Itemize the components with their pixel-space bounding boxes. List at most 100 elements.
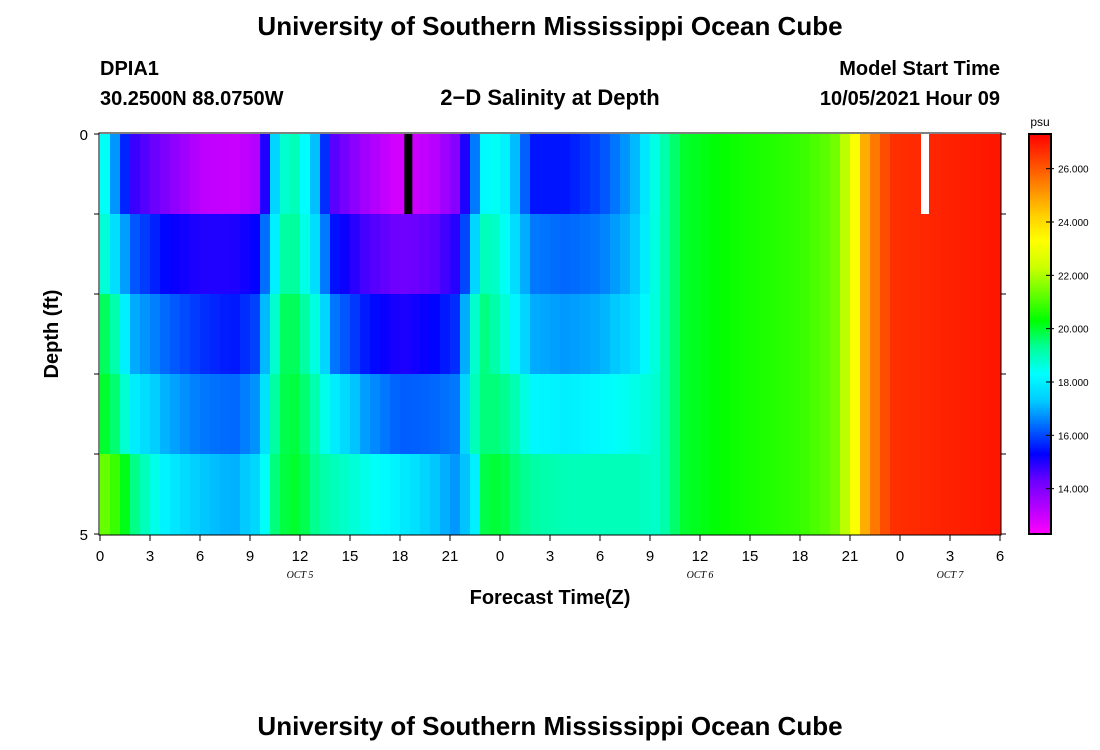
heatmap-cell [600, 134, 611, 215]
heatmap-cell [990, 454, 1001, 535]
heatmap-cell [720, 134, 731, 215]
colorbar-swatch [1029, 432, 1051, 435]
heatmap-cell [480, 134, 491, 215]
heatmap-cell [180, 214, 191, 295]
heatmap-cell [680, 214, 691, 295]
heatmap-cell [910, 454, 921, 535]
heatmap-cell [940, 294, 951, 375]
heatmap-cell [900, 134, 911, 215]
heatmap-cell [630, 214, 641, 295]
colorbar-swatch [1029, 434, 1051, 437]
heatmap-cell [560, 374, 571, 455]
colorbar-swatch [1029, 410, 1051, 413]
heatmap-cell [190, 454, 201, 535]
heatmap-cell [530, 134, 541, 215]
x-tick-label: 9 [246, 548, 254, 565]
heatmap-cell [510, 374, 521, 455]
heatmap-cell [320, 134, 331, 215]
heatmap-cell [480, 214, 491, 295]
colorbar-swatch [1029, 466, 1051, 469]
heatmap-cell [150, 294, 161, 375]
heatmap-cell [570, 374, 581, 455]
colorbar-swatch [1029, 194, 1051, 197]
heatmap-cell [290, 294, 301, 375]
colorbar-swatch [1029, 238, 1051, 241]
colorbar-swatch [1029, 154, 1051, 157]
colorbar-swatch [1029, 464, 1051, 467]
heatmap-cell [150, 214, 161, 295]
marker-bar [404, 134, 413, 214]
model-start-label: Model Start Time [839, 58, 1000, 80]
heatmap-cell [740, 374, 751, 455]
heatmap-cell [950, 134, 961, 215]
heatmap-cell [340, 374, 351, 455]
heatmap-cell [220, 374, 231, 455]
date-label: OCT 6 [687, 570, 714, 581]
heatmap-cell [280, 294, 291, 375]
colorbar-swatch [1029, 504, 1051, 507]
colorbar-swatch [1029, 360, 1051, 363]
heatmap-cell [720, 454, 731, 535]
heatmap-cell [380, 134, 391, 215]
colorbar-swatch [1029, 404, 1051, 407]
colorbar-swatch [1029, 148, 1051, 151]
heatmap-cell [900, 454, 911, 535]
heatmap-cell [370, 374, 381, 455]
colorbar-swatch [1029, 324, 1051, 327]
heatmap-cell [690, 454, 701, 535]
colorbar-swatch [1029, 500, 1051, 503]
colorbar-swatch [1029, 512, 1051, 515]
heatmap-cell [280, 134, 291, 215]
colorbar-tick-label: 14.000 [1058, 485, 1089, 496]
colorbar-swatch [1029, 454, 1051, 457]
y-tick-label: 0 [80, 127, 88, 144]
colorbar-swatch [1029, 492, 1051, 495]
heatmap-cell [150, 134, 161, 215]
heatmap-cell [380, 374, 391, 455]
colorbar-swatch [1029, 398, 1051, 401]
heatmap-cell [870, 374, 881, 455]
colorbar-swatch [1029, 476, 1051, 479]
heatmap-cell [320, 374, 331, 455]
heatmap-cell [560, 294, 571, 375]
heatmap-cell [980, 294, 991, 375]
heatmap-cell [460, 454, 471, 535]
heatmap-cell [660, 134, 671, 215]
heatmap-cell [610, 294, 621, 375]
colorbar-swatch [1029, 382, 1051, 385]
colorbar-swatch [1029, 354, 1051, 357]
colorbar-swatch [1029, 172, 1051, 175]
heatmap-cell [820, 294, 831, 375]
heatmap-cell [590, 134, 601, 215]
heatmap-cell [880, 374, 891, 455]
heatmap-cell [950, 214, 961, 295]
heatmap-cell [970, 214, 981, 295]
heatmap-cell [810, 214, 821, 295]
heatmap-cell [340, 214, 351, 295]
colorbar-swatch [1029, 150, 1051, 153]
heatmap-cell [980, 454, 991, 535]
heatmap-cell [710, 214, 721, 295]
heatmap-cell [130, 134, 141, 215]
heatmap-cell [330, 134, 341, 215]
heatmap-cell [710, 134, 721, 215]
colorbar-swatch [1029, 216, 1051, 219]
heatmap-cell [110, 134, 121, 215]
heatmap-cell [410, 374, 421, 455]
heatmap-cell [720, 214, 731, 295]
colorbar-swatch [1029, 252, 1051, 255]
colorbar-swatch [1029, 364, 1051, 367]
heatmap-cell [910, 214, 921, 295]
heatmap-cell [780, 294, 791, 375]
heatmap-cell [260, 214, 271, 295]
heatmap-cell [910, 374, 921, 455]
colorbar-swatch [1029, 336, 1051, 339]
colorbar-swatch [1029, 372, 1051, 375]
heatmap-cell [750, 214, 761, 295]
heatmap-cell [510, 214, 521, 295]
colorbar-swatch [1029, 376, 1051, 379]
heatmap-cell [530, 454, 541, 535]
colorbar-swatch [1029, 270, 1051, 273]
colorbar-swatch [1029, 316, 1051, 319]
